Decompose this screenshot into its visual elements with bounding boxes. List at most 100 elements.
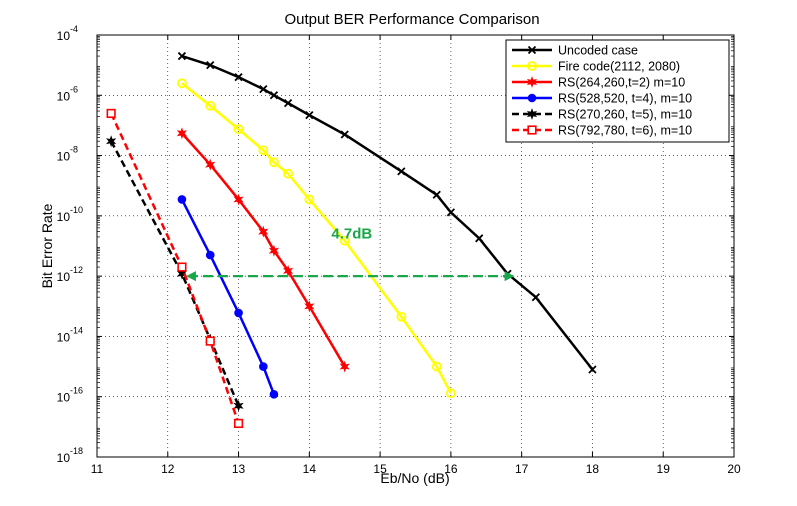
- y-tick-label: 10 -4: [57, 24, 78, 43]
- data-point: [432, 190, 441, 199]
- data-point: [205, 100, 216, 111]
- y-tick-base: 10: [57, 451, 71, 465]
- y-tick-exponent: -18: [70, 446, 83, 456]
- x-tick-label: 18: [586, 462, 600, 476]
- y-tick-exponent: -6: [70, 84, 78, 94]
- x-tick-label: 13: [232, 462, 246, 476]
- data-point: [206, 61, 215, 70]
- y-tick-label: 10 -12: [57, 265, 83, 284]
- legend-label: RS(792,780, t=6), m=10: [558, 124, 692, 138]
- legend-marker: [527, 93, 537, 103]
- legend-item: RS(528,520, t=4), m=10: [512, 92, 692, 106]
- y-tick-base: 10: [57, 330, 71, 344]
- legend-item: RS(270,260, t=5), m=10: [512, 108, 692, 122]
- legend: Uncoded case Fire code(2112, 2080) RS(264,…: [505, 39, 730, 143]
- y-tick-label: 10 -8: [57, 145, 78, 164]
- data-point: [234, 308, 243, 318]
- chart-title: Output BER Performance Comparison: [284, 11, 539, 28]
- legend-marker: [526, 108, 538, 120]
- legend-marker: [527, 61, 537, 71]
- series-layer: [106, 51, 597, 429]
- data-point: [106, 135, 117, 148]
- y-tick-base: 10: [57, 210, 71, 224]
- series-line: [181, 132, 346, 368]
- data-point: [233, 399, 244, 412]
- data-point: [445, 388, 456, 399]
- data-point: [258, 225, 269, 238]
- plot-frame: [96, 34, 735, 458]
- x-tick-label: 15: [373, 462, 387, 476]
- data-point: [258, 145, 269, 156]
- data-point: [475, 234, 484, 243]
- x-tick-label: 14: [303, 462, 317, 476]
- data-point: [234, 73, 243, 82]
- y-tick-base: 10: [57, 29, 71, 43]
- legend-item: Fire code(2112, 2080): [512, 60, 680, 74]
- legend-label: Fire code(2112, 2080): [558, 60, 680, 74]
- data-point: [233, 418, 244, 429]
- legend-item: Uncoded case: [512, 44, 638, 58]
- legend-label: RS(528,520, t=4), m=10: [558, 92, 692, 106]
- data-point: [531, 293, 540, 302]
- data-point: [588, 365, 597, 374]
- data-point: [233, 124, 244, 135]
- data-point: [397, 167, 406, 176]
- x-tick-label: 11: [91, 462, 104, 476]
- y-tick-base: 10: [57, 391, 71, 405]
- series-1: [177, 78, 456, 399]
- y-tick-exponent: -8: [70, 145, 78, 155]
- y-tick-label: 10 -6: [57, 84, 78, 103]
- legend-box: [505, 39, 730, 143]
- y-tick-exponent: -10: [70, 205, 83, 215]
- series-3: [177, 195, 279, 399]
- series-line: [181, 82, 452, 394]
- data-point: [205, 250, 215, 260]
- x-tick-label: 20: [727, 462, 741, 476]
- gain-label: 4.7dB: [331, 225, 372, 242]
- y-tick-base: 10: [57, 89, 71, 103]
- data-point: [106, 108, 116, 119]
- data-point: [396, 311, 407, 322]
- annotation-layer: 4.7dB: [185, 225, 515, 282]
- data-point: [269, 390, 279, 399]
- y-tick-label: 10 -18: [57, 446, 83, 465]
- data-point: [283, 168, 294, 179]
- legend-marker: [526, 76, 538, 88]
- data-point: [269, 157, 279, 168]
- data-point: [177, 78, 187, 89]
- data-point: [177, 51, 187, 61]
- data-point: [304, 194, 315, 205]
- data-point: [233, 193, 244, 206]
- data-point: [177, 195, 187, 204]
- data-point: [339, 235, 350, 246]
- y-tick-label: 10 -14: [57, 325, 83, 344]
- data-point: [268, 244, 280, 257]
- data-point: [177, 262, 187, 272]
- data-point: [205, 158, 216, 171]
- y-tick-base: 10: [57, 270, 71, 284]
- data-point: [305, 110, 314, 120]
- y-tick-exponent: -14: [70, 325, 83, 335]
- x-tick-label: 19: [657, 462, 671, 476]
- y-tick-base: 10: [57, 150, 71, 164]
- legend-marker: [527, 45, 537, 55]
- legend-label: RS(270,260, t=5), m=10: [558, 108, 692, 122]
- x-axis-label: Eb/No (dB): [380, 470, 449, 486]
- y-tick-exponent: -12: [70, 265, 83, 275]
- x-tick-label: 17: [515, 462, 529, 476]
- legend-marker: [527, 125, 537, 135]
- data-point: [340, 130, 349, 139]
- y-tick-exponent: -16: [70, 386, 83, 396]
- legend-label: Uncoded case: [558, 44, 638, 58]
- data-point: [304, 300, 315, 313]
- data-point: [269, 91, 279, 100]
- data-point: [431, 361, 442, 372]
- y-tick-exponent: -4: [70, 24, 78, 34]
- y-tick-label: 10 -16: [57, 386, 83, 405]
- data-point: [446, 208, 456, 217]
- data-point: [205, 336, 215, 346]
- data-point: [339, 360, 350, 373]
- x-tick-label: 16: [444, 462, 458, 476]
- data-point: [176, 127, 188, 140]
